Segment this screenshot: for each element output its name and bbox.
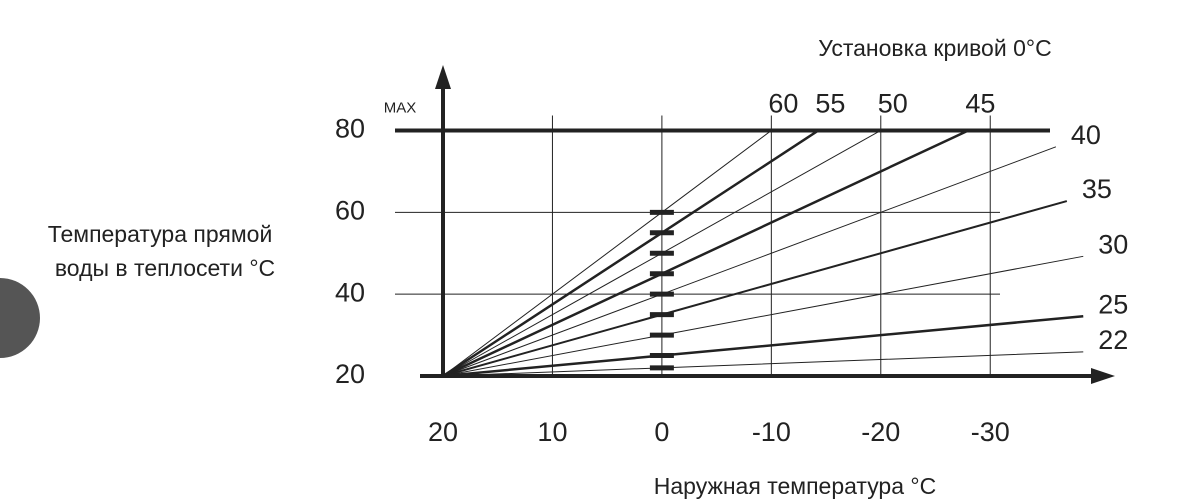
- series-label: 50: [878, 89, 908, 119]
- curve: [442, 129, 820, 378]
- overlay-button[interactable]: [0, 278, 40, 358]
- x-axis-label: Наружная температура °C: [654, 473, 936, 499]
- curve: [442, 200, 1068, 377]
- curve: [442, 129, 969, 378]
- curve: [442, 130, 772, 377]
- series-label: 25: [1098, 289, 1128, 319]
- x-tick-label: -20: [861, 417, 900, 447]
- chart-title: Установка кривой 0°C: [818, 35, 1051, 61]
- series-label: 35: [1082, 174, 1112, 204]
- curve: [442, 255, 1084, 377]
- x-tick-label: -30: [971, 417, 1010, 447]
- y-axis-arrow: [435, 65, 451, 89]
- max-label: MAX: [384, 99, 417, 116]
- series-label: 40: [1071, 120, 1101, 150]
- y-tick-label: 60: [335, 195, 365, 225]
- series-label: 55: [815, 89, 845, 119]
- series-label: 45: [965, 89, 995, 119]
- curve: [442, 351, 1084, 377]
- x-tick-label: 20: [428, 417, 458, 447]
- x-tick-label: -10: [752, 417, 791, 447]
- curve: [442, 315, 1084, 378]
- curve: [442, 146, 1057, 377]
- series-label: 30: [1098, 229, 1128, 259]
- y-axis-label: Температура прямой: [48, 221, 273, 247]
- y-tick-label: 20: [335, 359, 365, 389]
- series-label: 60: [768, 89, 798, 119]
- y-tick-label: 40: [335, 277, 365, 307]
- y-tick-label: 80: [335, 114, 365, 144]
- x-tick-label: 0: [654, 417, 669, 447]
- x-tick-label: 10: [537, 417, 567, 447]
- y-axis-label: воды в теплосети °C: [55, 255, 275, 281]
- x-axis-arrow: [1091, 368, 1115, 384]
- series-label: 22: [1098, 325, 1128, 355]
